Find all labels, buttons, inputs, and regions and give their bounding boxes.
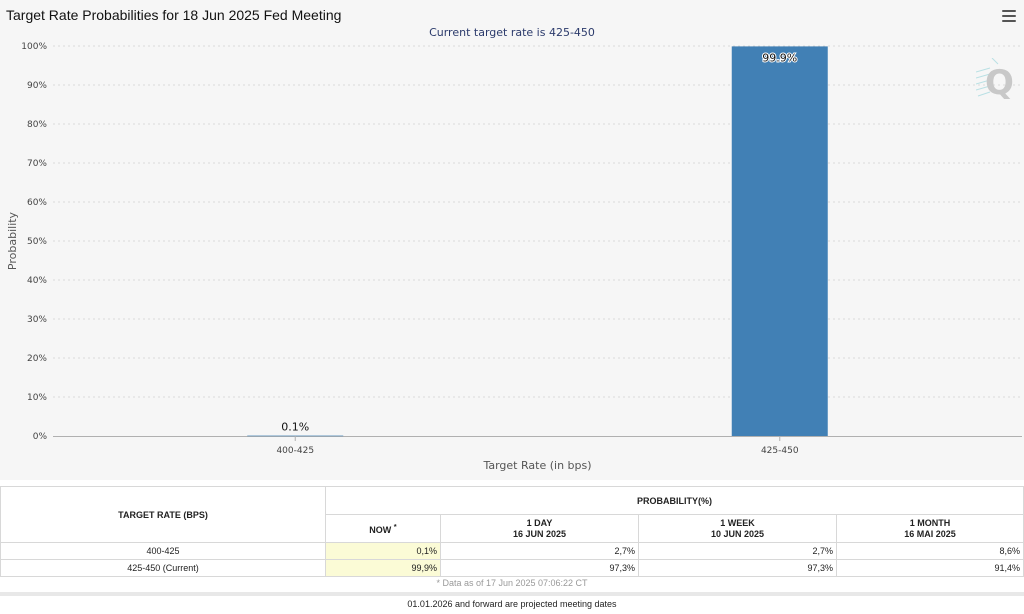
cell-now: 99,9% [325,559,441,577]
header-probability: PROBABILITY(%) [325,486,1024,515]
header-now-asterisk: * [393,522,397,531]
row-rate: 425-450 (Current) [0,559,326,577]
q-logo-letter: Q [985,63,1014,102]
x-axis-title: Target Rate (in bps) [482,459,591,472]
cell-1-day: 2,7% [440,542,639,560]
header-1-week: 1 WEEK 10 JUN 2025 [638,514,837,543]
header-1-day: 1 DAY 16 JUN 2025 [440,514,639,543]
projected-dates-note: 01.01.2026 and forward are projected mee… [407,599,617,609]
header-1-month-date: 16 MAI 2025 [904,528,956,539]
cell-1-day: 97,3% [440,559,639,577]
header-1-month-label: 1 MONTH [909,517,951,528]
bar [731,46,828,436]
header-1-day-date: 16 JUN 2025 [512,528,567,539]
y-tick-label: 60% [27,198,47,208]
header-1-day-label: 1 DAY [526,517,553,528]
y-tick-label: 30% [27,315,47,325]
cell-1-week: 2,7% [638,542,837,560]
chart-area: Target Rate Probabilities for 18 Jun 202… [6,7,1022,472]
data-label: 0.1% [281,421,309,434]
y-tick-label: 100% [21,42,47,52]
chart-subtitle: Current target rate is 425-450 [429,26,595,39]
header-now: NOW * [325,514,441,543]
data-label: 99.9% [762,51,797,64]
y-tick-label: 20% [27,354,47,364]
chart-title: Target Rate Probabilities for 18 Jun 202… [6,7,342,23]
cell-1-month: 91,4% [836,559,1024,577]
q-logo-icon: Q [976,58,1014,102]
y-tick-label: 70% [27,159,47,169]
y-tick-label: 90% [27,81,47,91]
header-1-week-label: 1 WEEK [720,517,755,528]
bar [247,435,344,437]
header-target-rate: TARGET RATE (BPS) [0,486,326,543]
data-timestamp-note: * Data as of 17 Jun 2025 07:06:22 CT [436,578,588,588]
header-1-week-date: 10 JUN 2025 [710,528,765,539]
probability-table: TARGET RATE (BPS) PROBABILITY(%) NOW * 1… [0,486,1024,577]
header-now-label: NOW [369,525,392,535]
header-1-month: 1 MONTH 16 MAI 2025 [836,514,1024,543]
section-divider [0,592,1024,596]
y-tick-label: 10% [27,393,47,403]
y-tick-label: 40% [27,276,47,286]
table-row: 400-425 0,1% 2,7% 2,7% 8,6% [0,542,1024,560]
cell-1-week: 97,3% [638,559,837,577]
bar-chart: 0% 10% 20% 30% 40% 50% 60% 70% 80% 90% 100% 400-425… [6,42,1022,472]
cell-now: 0,1% [325,542,441,560]
x-tick-label: 425-450 [761,446,799,456]
x-tick-label: 400-425 [276,446,314,456]
y-tick-label: 80% [27,120,47,130]
hamburger-menu-icon[interactable] [1002,10,1016,22]
cell-1-month: 8,6% [836,542,1024,560]
y-axis-title: Probability [6,211,19,270]
y-tick-label: 50% [27,237,47,247]
y-tick-label: 0% [33,432,48,442]
table-row: 425-450 (Current) 99,9% 97,3% 97,3% 91,4… [0,559,1024,577]
row-rate: 400-425 [0,542,326,560]
